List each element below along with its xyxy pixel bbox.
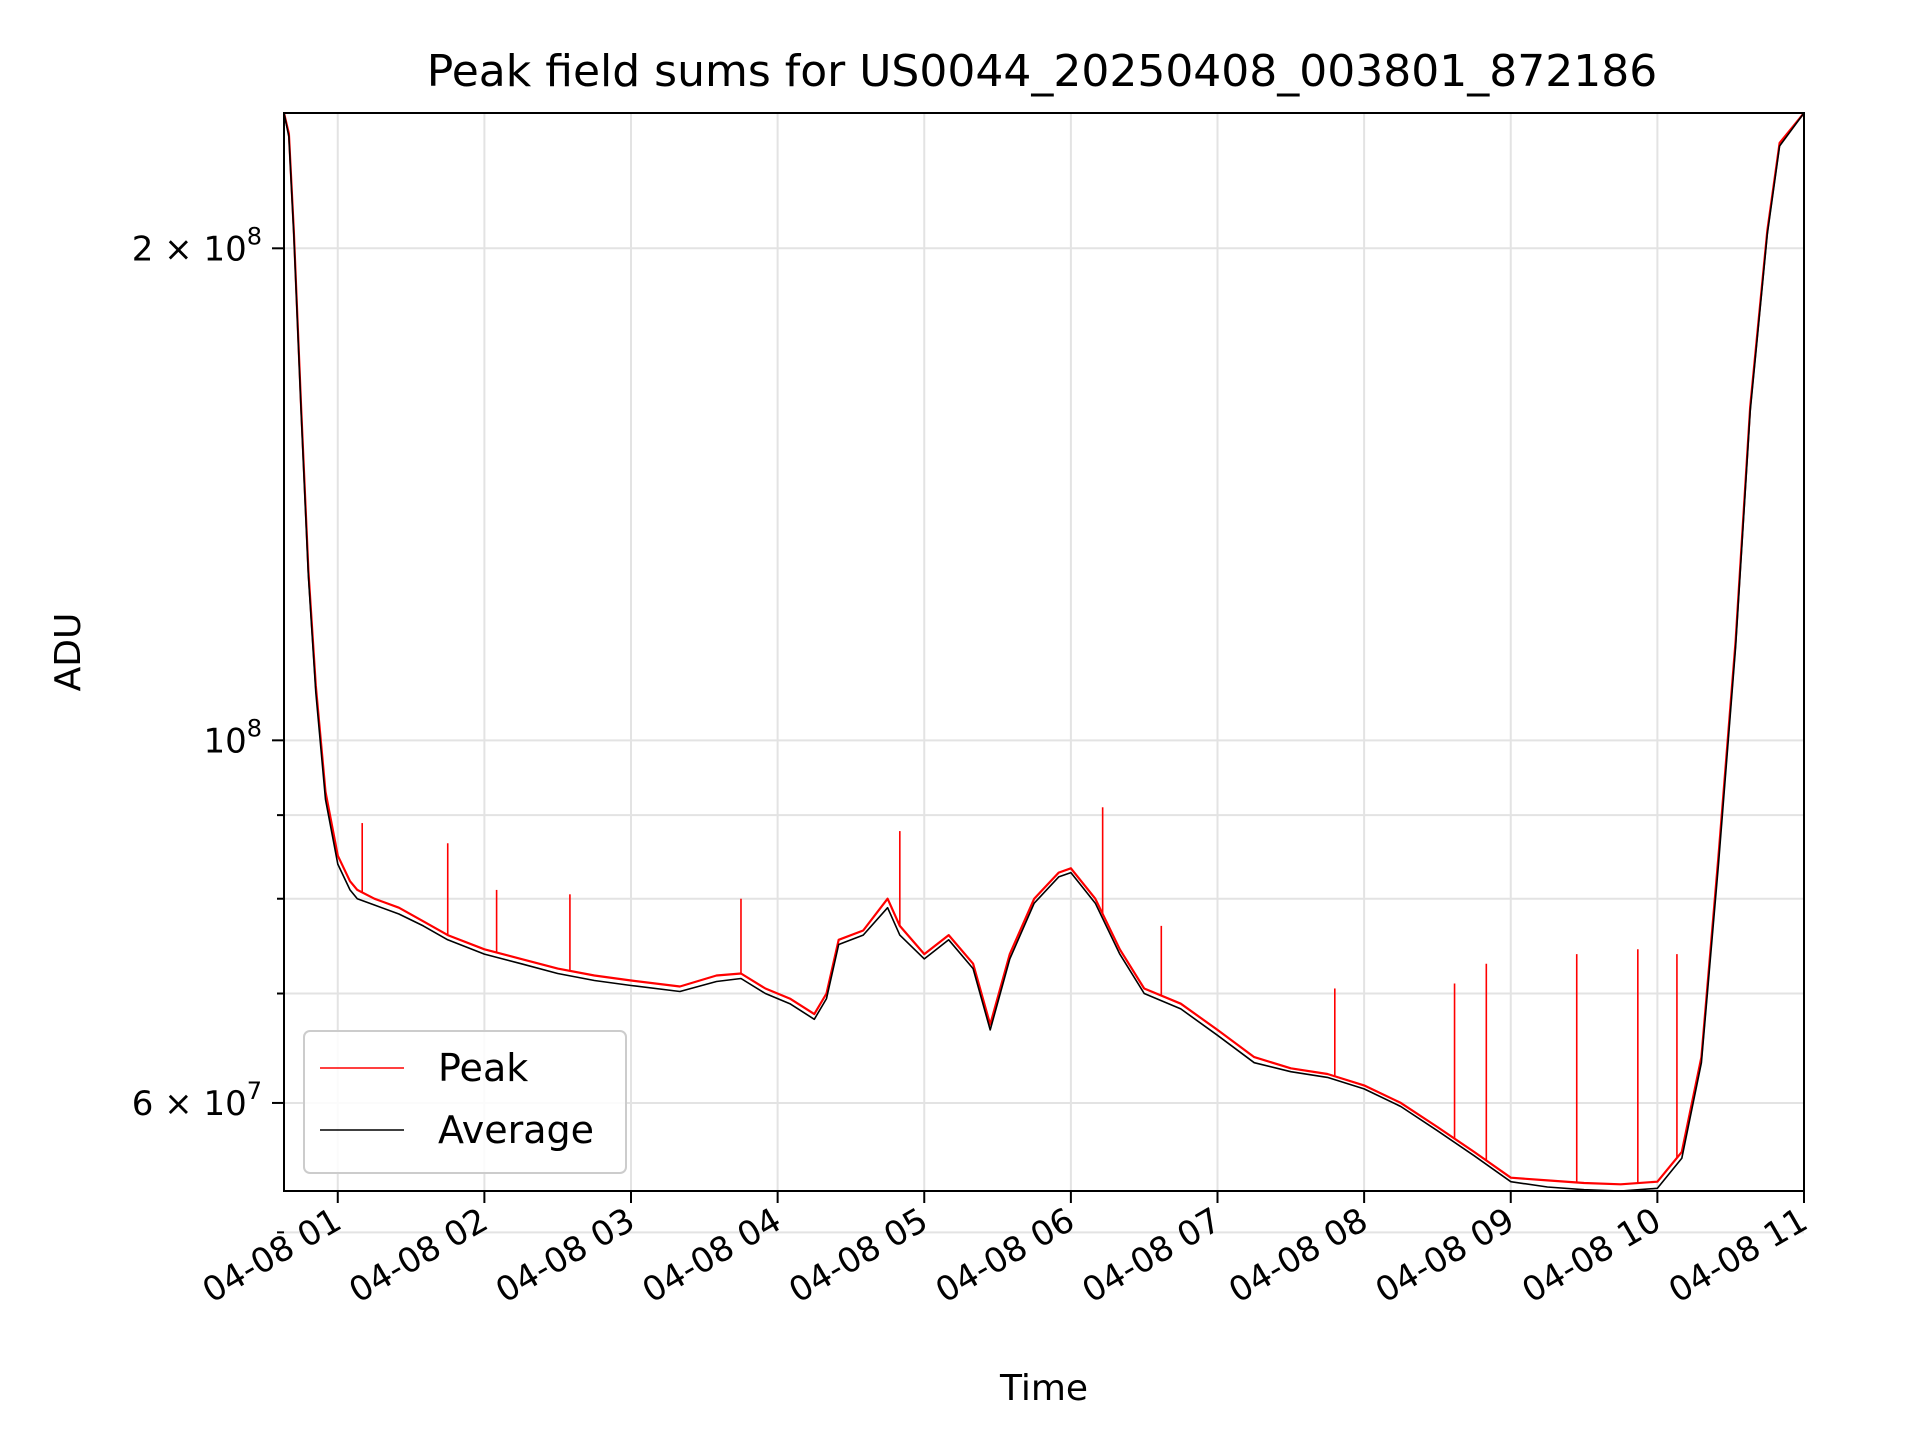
y-tick-label-mantissa: 6 × 10: [132, 1084, 247, 1124]
x-axis-label: Time: [999, 1368, 1088, 1409]
y-tick-label-exponent: 7: [247, 1077, 262, 1105]
legend-label-average: Average: [438, 1108, 594, 1152]
chart-title: Peak field sums for US0044_20250408_0038…: [427, 46, 1657, 97]
plot-frame: [283, 112, 1805, 1192]
y-tick-label-exponent: 8: [247, 714, 262, 742]
y-tick-label-exponent: 8: [247, 222, 262, 250]
y-axis-label: ADU: [48, 613, 89, 692]
y-tick-label: 6 × 107: [132, 1077, 262, 1124]
y-tick-label-mantissa: 10: [203, 721, 246, 761]
y-tick-label-mantissa: 2 × 10: [132, 229, 247, 269]
series-line-peak: [282, 112, 1805, 1186]
legend-box: [303, 1030, 627, 1174]
y-tick-label: 2 × 108: [132, 222, 262, 269]
legend-label-peak: Peak: [438, 1046, 528, 1090]
y-tick-label: 108: [203, 714, 262, 761]
plot-series: [282, 112, 1805, 1192]
series-line-average: [283, 112, 1805, 1192]
legend: Peak Average: [303, 1030, 627, 1174]
